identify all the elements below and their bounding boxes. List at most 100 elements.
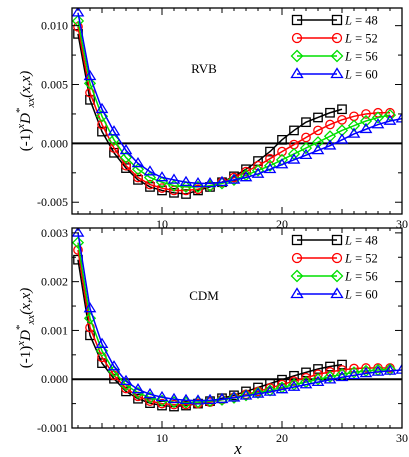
x-tick-label: 20 [276, 431, 288, 445]
y-tick-label: 0.001 [41, 323, 68, 337]
legend-label-L60: L = 60 [344, 68, 378, 82]
data-point-L60 [239, 389, 253, 400]
data-point-L60 [191, 394, 205, 405]
data-point-L56 [239, 389, 253, 402]
data-point-L60 [155, 390, 169, 402]
data-point-L56 [143, 391, 157, 404]
data-point-L60 [107, 125, 121, 136]
series-line-L60 [77, 12, 402, 185]
data-point-L56 [311, 136, 325, 149]
data-point-L60 [371, 118, 385, 129]
data-point-L52 [169, 399, 179, 410]
data-point-L60 [359, 122, 373, 134]
data-point-L52 [361, 109, 371, 119]
data-point-L60 [227, 391, 241, 402]
legend-marker-L48 [331, 14, 343, 26]
data-point-L60 [347, 127, 361, 138]
data-point-L60 [155, 171, 169, 182]
data-point-L52 [325, 119, 335, 130]
data-point-L60 [167, 173, 181, 184]
data-point-L56 [143, 171, 157, 184]
data-point-L60 [83, 69, 97, 81]
data-point-L52 [361, 363, 371, 373]
data-point-L56 [311, 373, 325, 386]
legend-marker-L56 [330, 269, 344, 283]
data-point-L60 [131, 383, 145, 394]
data-point-L60 [347, 368, 361, 380]
data-point-L60 [143, 387, 157, 399]
legend-marker-L52 [331, 32, 343, 44]
data-point-L60 [371, 365, 385, 376]
legend-label-L52: L = 52 [344, 252, 378, 266]
data-point-L60 [72, 228, 85, 237]
data-point-L60 [395, 363, 402, 374]
data-point-L56 [155, 394, 169, 407]
data-point-L60 [119, 143, 133, 155]
data-point-L56 [251, 386, 265, 399]
y-tick-label: 0.000 [41, 136, 68, 150]
y-tick-label: -0.005 [37, 195, 68, 209]
plot-frame [71, 227, 403, 429]
legend-label-L60: L = 60 [344, 288, 378, 302]
data-point-L60 [323, 139, 337, 150]
panel-annotation: RVB [191, 61, 217, 76]
legend-label-L56: L = 56 [344, 270, 378, 284]
data-point-L60 [167, 392, 181, 404]
data-point-L60 [251, 387, 265, 398]
data-point-L60 [215, 392, 229, 404]
data-point-L48 [265, 146, 275, 157]
legend-marker-L56 [290, 269, 304, 283]
data-point-L56 [371, 111, 385, 124]
data-point-L60 [275, 383, 289, 394]
legend-marker-L48 [331, 234, 343, 246]
data-point-L60 [83, 302, 97, 313]
data-point-L56 [131, 163, 145, 176]
x-axis-label: x [233, 439, 242, 457]
data-point-L52 [277, 146, 287, 157]
data-point-L60 [311, 375, 325, 386]
data-point-L56 [251, 164, 265, 177]
data-point-L60 [311, 143, 325, 155]
data-point-L60 [239, 171, 253, 182]
y-tick-label: 0.010 [41, 19, 68, 33]
data-point-L56 [83, 77, 97, 90]
data-point-L60 [299, 378, 313, 389]
data-point-L60 [395, 112, 402, 123]
data-point-L60 [287, 380, 301, 391]
data-point-L60 [107, 360, 121, 371]
legend-label-L48: L = 48 [344, 234, 378, 248]
y-axis-label: (-1)xD*xx(x,x) [14, 71, 37, 152]
legend-label-L48: L = 48 [344, 14, 378, 28]
data-point-L60 [191, 176, 205, 188]
data-point-L60 [95, 337, 109, 348]
data-point-L52 [157, 183, 167, 193]
data-point-L56 [299, 141, 313, 155]
data-point-L60 [179, 393, 193, 405]
data-point-L52 [193, 184, 203, 195]
legend: L = 48 L = 52 L = 56 L = 60 [290, 14, 378, 82]
data-point-L60 [179, 175, 193, 187]
legend-marker-L52 [291, 252, 303, 264]
panel-rvb: 10 20 30-0.0050.0000.0050.010RVB(-1)xD*xx(… [14, 7, 408, 231]
data-point-L56 [215, 393, 229, 406]
data-point-L60 [335, 133, 349, 144]
data-point-L48 [313, 112, 323, 123]
data-point-L52 [121, 160, 131, 171]
x-tick-label: 30 [396, 431, 408, 445]
data-point-L60 [72, 8, 85, 17]
data-point-L52 [133, 172, 143, 183]
data-point-L48 [289, 125, 299, 136]
data-point-L60 [95, 102, 109, 114]
data-point-L56 [72, 236, 85, 249]
data-point-L56 [227, 173, 241, 186]
data-point-L60 [323, 373, 337, 384]
data-point-L60 [203, 393, 217, 405]
data-point-L60 [383, 364, 397, 375]
data-point-L60 [335, 370, 349, 382]
data-point-L56 [167, 179, 181, 192]
legend-marker-L52 [331, 252, 343, 264]
legend-label-L52: L = 52 [344, 32, 378, 46]
legend-marker-L60 [330, 67, 344, 79]
x-tick-label: 10 [156, 431, 168, 445]
data-point-L60 [263, 162, 277, 174]
